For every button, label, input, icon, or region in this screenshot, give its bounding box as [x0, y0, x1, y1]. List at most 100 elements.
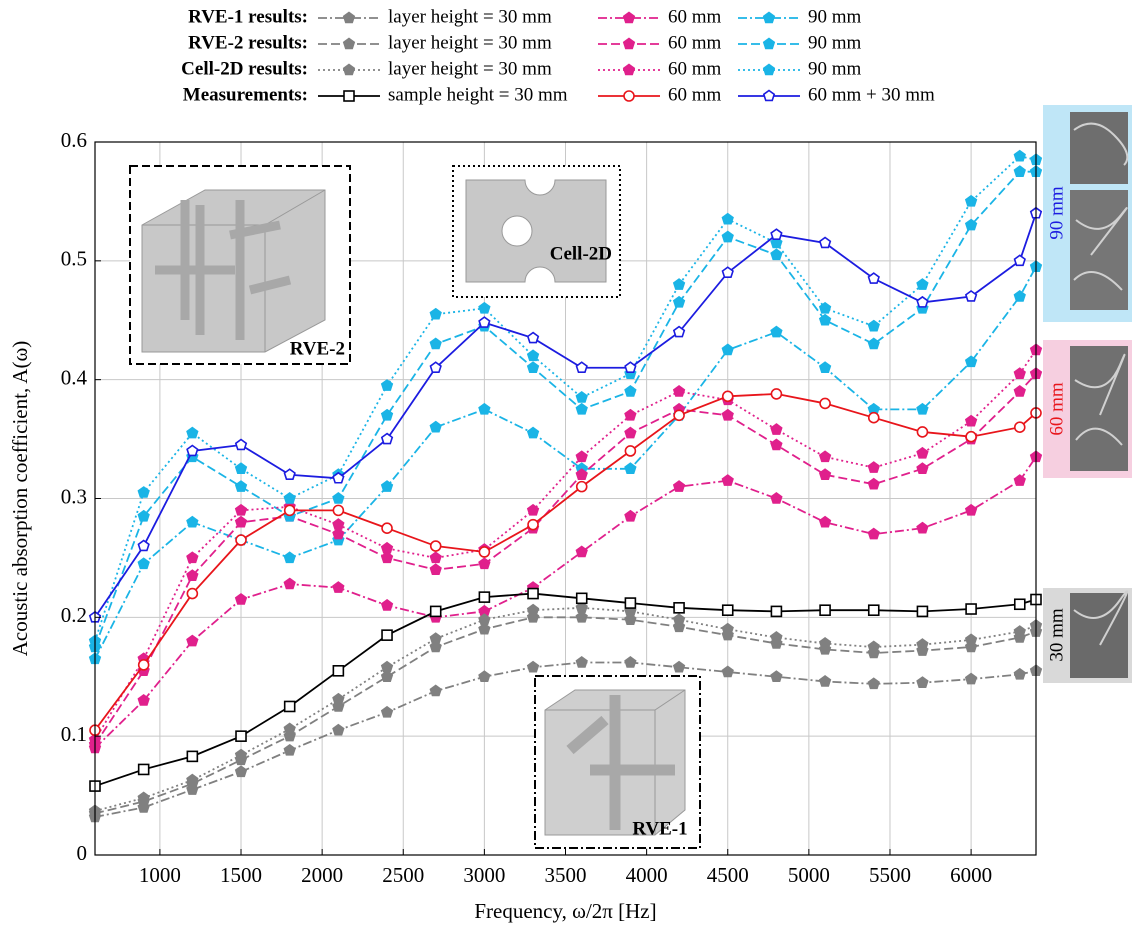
marker: [380, 705, 394, 718]
marker: [624, 408, 637, 421]
marker: [624, 462, 637, 475]
marker: [234, 748, 248, 761]
marker: [721, 665, 734, 678]
cube-tubes: [566, 695, 675, 830]
marker: [1013, 367, 1026, 379]
y-tick-label: 0.4: [61, 365, 88, 389]
x-tick-label: 1000: [139, 863, 181, 887]
inset-label: RVE-1: [632, 818, 687, 839]
marker: [721, 212, 734, 225]
y-tick-label: 0.6: [61, 128, 87, 152]
marker: [478, 557, 491, 570]
legend-marker: [623, 90, 635, 102]
marker: [429, 563, 442, 576]
series: [89, 587, 1042, 792]
marker: [575, 545, 588, 558]
marker: [818, 236, 832, 249]
marker: [332, 692, 345, 705]
marker: [526, 603, 540, 616]
marker: [478, 316, 491, 328]
marker: [964, 355, 978, 368]
marker: [964, 218, 978, 231]
marker: [478, 670, 491, 682]
marker: [526, 660, 540, 673]
marker: [575, 610, 588, 623]
marker: [380, 670, 394, 682]
series: [89, 388, 1042, 737]
marker: [234, 462, 248, 475]
marker: [770, 631, 783, 643]
marker: [1013, 149, 1026, 162]
legend-marker: [762, 63, 776, 76]
marker: [916, 278, 929, 290]
photo: [1070, 593, 1128, 678]
marker: [672, 278, 686, 290]
y-tick-label: 0.3: [61, 484, 87, 508]
marker: [234, 765, 248, 778]
series-line: [94, 155, 1037, 642]
marker: [575, 391, 588, 403]
marker: [721, 266, 734, 278]
x-tick-label: 1500: [220, 863, 262, 887]
legend-label: 60 mm: [668, 6, 722, 27]
x-tick-label: 4000: [626, 863, 668, 887]
marker: [137, 539, 150, 552]
marker: [916, 446, 929, 459]
marker: [429, 640, 442, 653]
series-line: [94, 349, 1037, 741]
marker: [575, 592, 588, 605]
marker: [672, 660, 686, 673]
marker: [527, 518, 539, 531]
legend-marker: [342, 11, 356, 24]
legend: RVE-1 results: layer height = 30 mm 60 mm 9…: [181, 6, 935, 105]
marker: [186, 515, 199, 528]
plot: [88, 149, 1043, 823]
marker: [673, 409, 685, 422]
marker: [867, 461, 880, 473]
marker: [965, 603, 977, 615]
marker: [332, 527, 345, 540]
marker: [235, 730, 247, 742]
marker: [818, 636, 832, 649]
marker: [818, 675, 832, 687]
marker: [332, 723, 345, 736]
marker: [234, 438, 248, 451]
marker: [234, 593, 248, 605]
legend-marker: [342, 63, 356, 76]
marker: [916, 676, 929, 688]
marker: [429, 420, 442, 433]
marker: [186, 444, 199, 457]
marker: [478, 301, 491, 314]
y-tick-label: 0.2: [61, 603, 87, 627]
marker: [916, 521, 929, 534]
marker: [186, 773, 199, 786]
y-axis-label: Acoustic absorption coefficient, A(ω): [8, 341, 32, 657]
inset-label: RVE-2: [290, 338, 345, 359]
x-tick-label: 6000: [950, 863, 992, 887]
marker: [818, 301, 832, 314]
legend-label: 90 mm: [808, 32, 862, 53]
marker: [964, 503, 978, 516]
marker: [235, 534, 247, 546]
marker: [964, 414, 978, 427]
x-tick-label: 4500: [707, 863, 749, 887]
marker: [283, 722, 296, 735]
marker: [283, 492, 296, 504]
series: [88, 450, 1043, 754]
series-line: [94, 606, 1037, 812]
marker: [381, 522, 393, 535]
marker: [672, 295, 686, 308]
marker: [283, 551, 296, 564]
marker: [624, 385, 637, 397]
marker: [818, 450, 832, 463]
marker: [867, 272, 880, 284]
marker: [867, 319, 880, 332]
marker: [380, 408, 394, 421]
legend-label: layer height = 30 mm: [388, 58, 552, 79]
x-axis-label: Frequency, ω/2π [Hz]: [474, 899, 656, 923]
marker: [526, 361, 540, 374]
legend-marker: [622, 11, 636, 24]
marker: [186, 634, 199, 647]
side-photos: 90 mm 60 mm 30 mm: [1043, 105, 1132, 683]
marker: [964, 672, 978, 685]
